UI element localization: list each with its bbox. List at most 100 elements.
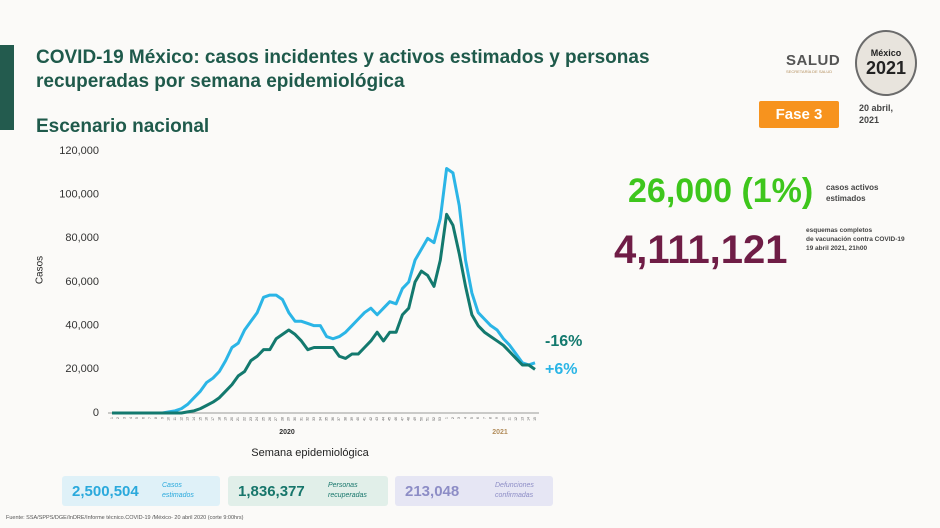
stat-label: esquemas completos de vacunación contra … [806, 226, 905, 253]
x-tick-label: 26 [268, 417, 272, 421]
emblem-text: México [870, 48, 902, 58]
stat-label-line: esquemas completos [806, 227, 873, 234]
x-tick-label: 1 [445, 417, 449, 419]
summary-label-line: Personas [328, 482, 358, 489]
x-tick-label: 47 [400, 417, 404, 421]
x-tick-label: 4 [129, 417, 133, 419]
summary-value: 2,500,504 [72, 483, 139, 500]
summary-box: 1,836,377 Personas recuperadas [228, 476, 388, 506]
x-tick-label: 4 [463, 417, 467, 419]
x-tick-label: 23 [249, 417, 253, 421]
y-tick-label: 120,000 [59, 145, 99, 157]
x-tick-label: 2 [116, 417, 120, 419]
x-tick-label: 8 [489, 417, 493, 419]
x-tick-label: 6 [141, 417, 145, 419]
series-line [112, 166, 536, 415]
x-tick-label: 16 [205, 417, 209, 421]
stat-label-line: estimados [826, 194, 866, 203]
stat-label: casos activos estimados [826, 182, 878, 204]
emblem-year: 2021 [865, 58, 907, 78]
x-tick-label: 19 [224, 417, 228, 421]
y-axis-label: Casos [35, 256, 46, 284]
y-tick-label: 60,000 [65, 276, 99, 288]
x-tick-label: 12 [514, 417, 518, 421]
summary-label: Casos estimados [162, 481, 194, 501]
x-tick-label: 14 [192, 417, 196, 421]
x-tick-label: 8 [154, 417, 158, 419]
summary-label: Personas recuperadas [328, 481, 367, 501]
x-tick-label: 39 [350, 417, 354, 421]
x-tick-label: 11 [508, 417, 512, 421]
x-tick-label: 41 [362, 417, 366, 421]
x-tick-label: 29 [287, 417, 291, 421]
x-tick-label: 13 [520, 417, 524, 421]
stat-value: 26,000 (1%) [628, 172, 814, 210]
x-tick-label: 32 [306, 417, 310, 421]
x-tick-label: 1 [110, 417, 114, 419]
stat-value: 4,111,121 [614, 228, 788, 272]
date-line: 2021 [859, 115, 880, 125]
x-tick-label: 5 [470, 417, 474, 419]
x-tick-label: 44 [381, 417, 385, 421]
series-line [112, 212, 536, 415]
summary-label-line: recuperadas [328, 492, 367, 499]
year-label: 2020 [279, 429, 295, 436]
x-tick-label: 12 [179, 417, 183, 421]
y-tick-label: 100,000 [59, 189, 99, 201]
x-tick-label: 3 [123, 417, 127, 419]
y-tick-label: 80,000 [65, 232, 99, 244]
x-tick-label: 15 [198, 417, 202, 421]
x-tick-label: 2 [451, 417, 455, 419]
end-label: -16% [545, 333, 582, 350]
summary-box: 2,500,504 Casos estimados [62, 476, 220, 506]
y-tick-label: 0 [93, 407, 99, 419]
x-tick-label: 40 [356, 417, 360, 421]
summary-value: 1,836,377 [238, 483, 305, 500]
stat-label-line: de vacunación contra COVID-19 [806, 236, 905, 243]
footer: Fuente: SSA/SPPS/DGE/InDRE/Informe técni… [6, 515, 244, 521]
x-tick-label: 42 [369, 417, 373, 421]
date-line: 20 abril, [859, 103, 894, 113]
x-tick-label: 25 [261, 417, 265, 421]
summary-label-line: Casos [162, 482, 182, 489]
x-tick-label: 27 [274, 417, 278, 421]
x-tick-label: 52 [432, 417, 436, 421]
y-tick-label: 20,000 [65, 363, 99, 375]
x-tick-label: 18 [217, 417, 221, 421]
stat-label-line: casos activos [826, 183, 879, 192]
x-tick-label: 38 [344, 417, 348, 421]
x-tick-label: 34 [318, 417, 322, 421]
x-tick-label: 9 [160, 417, 164, 419]
logo-text: SALUD [786, 52, 841, 69]
x-tick-label: 20 [230, 417, 234, 421]
x-tick-label: 43 [375, 417, 379, 421]
title: COVID-19 México: casos incidentes y acti… [36, 47, 650, 92]
x-tick-label: 10 [167, 417, 171, 421]
x-tick-label: 30 [293, 417, 297, 421]
x-tick-label: 24 [255, 417, 259, 421]
phase-badge: Fase 3 [759, 101, 839, 128]
y-tick-label: 40,000 [65, 320, 99, 332]
stat-label-line: 19 abril 2021, 21h00 [806, 245, 868, 252]
x-tick-label: 14 [527, 417, 531, 421]
summary-label-line: Defunciones [495, 482, 534, 489]
x-tick-label: 51 [426, 417, 430, 421]
x-tick-label: 50 [419, 417, 423, 421]
x-tick-label: 31 [299, 417, 303, 421]
x-tick-label: 36 [331, 417, 335, 421]
summary-label-line: confirmadas [495, 492, 534, 499]
x-axis-label: Semana epidemiológica [251, 447, 369, 459]
x-tick-label: 37 [337, 417, 341, 421]
summary-box: 213,048 Defunciones confirmadas [395, 476, 553, 506]
subtitle: Escenario nacional [36, 116, 210, 137]
end-label: +6% [545, 361, 577, 378]
x-tick-label: 15 [533, 417, 537, 421]
summary-value: 213,048 [405, 483, 460, 500]
x-tick-label: 22 [243, 417, 247, 421]
x-tick-label: 7 [148, 417, 152, 419]
x-tick-label: 45 [388, 417, 392, 421]
x-tick-label: 6 [476, 417, 480, 419]
x-tick-label: 7 [482, 417, 486, 419]
